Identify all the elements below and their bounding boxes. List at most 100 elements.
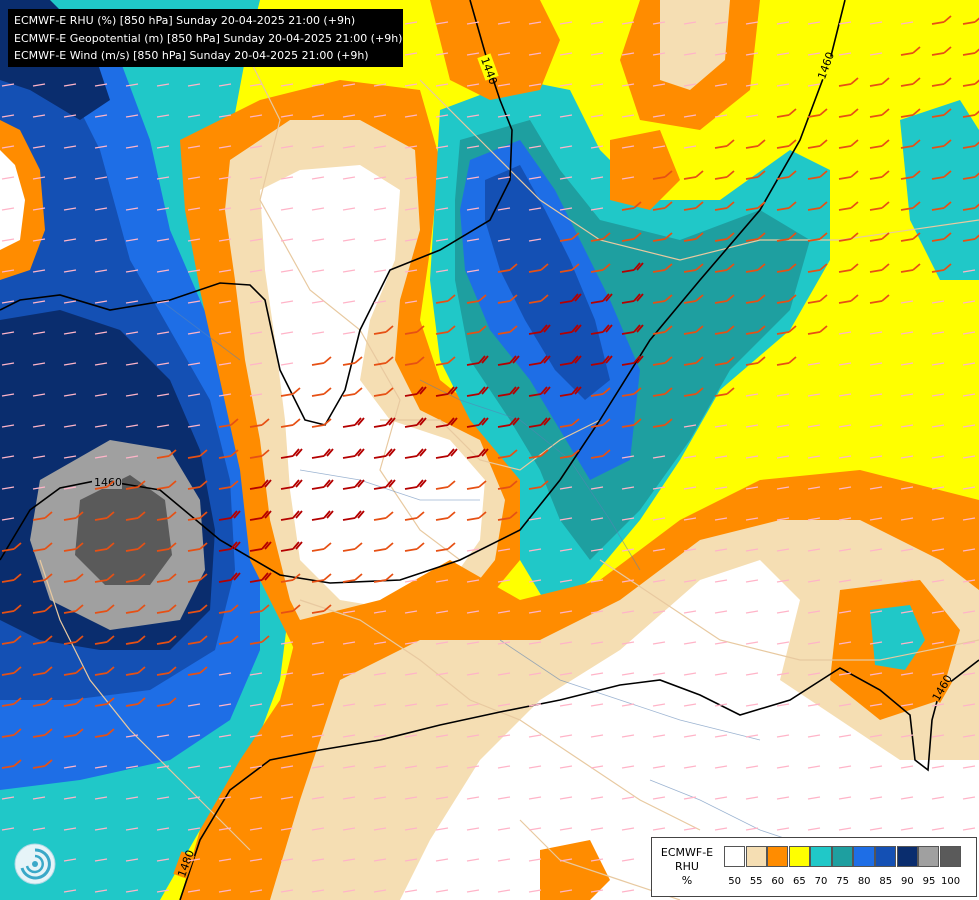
wind-barb: [745, 21, 759, 25]
wind-barb: [218, 672, 232, 676]
wind-barb: [404, 386, 427, 397]
wind-barb: [218, 176, 232, 180]
wind-barb: [807, 455, 821, 459]
wind-barb: [838, 77, 859, 87]
wind-barb: [559, 858, 573, 862]
wind-barb: [776, 827, 790, 831]
wind-barb: [435, 52, 449, 56]
wind-barb: [466, 480, 487, 490]
wind-barb: [311, 448, 334, 459]
wind-barb: [528, 417, 551, 428]
wind-barb: [776, 356, 797, 366]
wind-barb: [342, 510, 365, 521]
wind-barb: [125, 889, 139, 893]
wind-barb: [187, 300, 201, 304]
wind-barb: [342, 83, 356, 87]
wind-barb: [590, 641, 604, 645]
wind-barb: [931, 548, 945, 552]
wind-barb: [714, 201, 735, 211]
wind-barb: [714, 114, 728, 118]
wind-barb: [714, 139, 735, 149]
wind-barb: [125, 796, 139, 800]
wind-barb: [32, 114, 46, 118]
wind-barb: [776, 263, 797, 273]
wind-barb: [838, 579, 852, 583]
wind-barb: [807, 672, 821, 676]
wind-barb: [187, 145, 201, 149]
wind-barb: [435, 21, 449, 25]
wind-barb: [838, 765, 852, 769]
wind-barb: [404, 765, 418, 769]
wind-barb: [931, 703, 945, 707]
wind-barb: [962, 517, 976, 521]
wind-barb: [435, 511, 456, 521]
wind-barb: [32, 573, 53, 583]
wind-barb: [497, 765, 511, 769]
wind-barb: [280, 207, 294, 211]
wind-barb: [249, 269, 263, 273]
wind-barb: [435, 207, 449, 211]
wind-barb: [404, 325, 425, 335]
wind-barb: [435, 269, 449, 273]
wind-barb: [125, 511, 146, 521]
wind-barb: [652, 703, 666, 707]
wind-barb: [652, 517, 666, 521]
wind-barb: [869, 362, 883, 366]
wind-barb: [590, 324, 613, 335]
wind-barb: [435, 145, 449, 149]
wind-barb: [590, 703, 604, 707]
wind-barb: [94, 765, 108, 769]
wind-barb: [63, 697, 84, 707]
wind-barb: [776, 108, 797, 118]
wind-barb: [869, 77, 890, 87]
legend-tick-label: 50: [728, 876, 741, 887]
wind-barb: [931, 796, 945, 800]
wind-barb: [559, 83, 573, 87]
wind-barb: [838, 201, 859, 211]
wind-barb: [218, 449, 239, 459]
wind-barb: [714, 486, 728, 490]
wind-barb: [900, 455, 914, 459]
wind-barb: [931, 232, 952, 242]
wind-barb: [869, 703, 883, 707]
wind-barb: [218, 703, 232, 707]
wind-barb: [621, 201, 642, 211]
rhu-area-white-nw: [0, 150, 25, 250]
wind-barb: [249, 418, 270, 428]
wind-barb: [218, 827, 232, 831]
legend-tick-label: 70: [814, 876, 828, 887]
wind-barb: [528, 796, 542, 800]
wind-barb: [745, 517, 759, 521]
wind-barb: [931, 486, 945, 490]
wind-barb: [342, 889, 356, 893]
wind-barb: [621, 796, 635, 800]
legend-swatches: [724, 846, 961, 867]
wind-barb: [745, 325, 766, 335]
wind-barb: [249, 672, 263, 676]
wind-barb: [869, 641, 883, 645]
wind-barb: [900, 201, 921, 211]
wind-barb: [218, 331, 232, 335]
wind-barb: [280, 541, 303, 552]
wind-barb: [590, 610, 604, 614]
wind-barb: [590, 207, 604, 211]
wind-barb: [776, 641, 790, 645]
wind-barb: [652, 486, 666, 490]
wind-barb: [63, 635, 84, 645]
wind-barb: [435, 765, 449, 769]
wind-barb: [745, 114, 759, 118]
wind-barb: [807, 263, 828, 273]
wind-barb: [559, 579, 573, 583]
wind-barb: [869, 548, 883, 552]
wind-barb: [621, 387, 642, 397]
wind-barb: [249, 331, 263, 335]
wind-barb: [1, 666, 22, 676]
wind-barb: [776, 455, 790, 459]
wind-barb: [249, 827, 263, 831]
wind-barb: [528, 83, 542, 87]
wind-barb: [311, 510, 334, 521]
wind-barb: [807, 610, 821, 614]
wind-barb: [497, 449, 518, 459]
wind-barb: [900, 765, 914, 769]
wind-barb: [342, 796, 356, 800]
